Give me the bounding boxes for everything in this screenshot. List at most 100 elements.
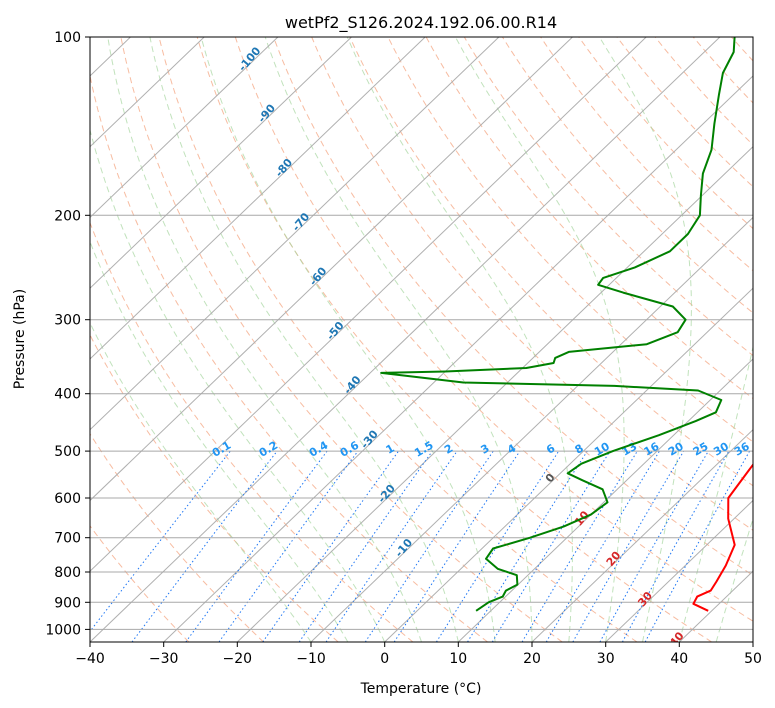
mixing-ratio-line bbox=[131, 450, 278, 642]
dry-adiabat bbox=[616, 37, 753, 188]
moist-adiabat bbox=[107, 37, 422, 642]
x-tick-label: 0 bbox=[380, 651, 389, 667]
isotherm bbox=[90, 37, 721, 642]
dry-adiabat bbox=[349, 37, 753, 487]
isotherm bbox=[752, 641, 753, 642]
isotherm-label: -30 bbox=[358, 427, 381, 451]
isotherm bbox=[90, 37, 352, 289]
isotherm bbox=[310, 216, 753, 642]
isotherm-label: -100 bbox=[236, 44, 264, 74]
x-tick-label: −40 bbox=[75, 651, 105, 667]
plot-frame bbox=[89, 36, 754, 643]
isotherm-label: 0 bbox=[543, 471, 558, 485]
y-tick-label: 300 bbox=[54, 313, 81, 329]
mixing-ratio-line bbox=[467, 450, 588, 642]
dry-adiabat bbox=[90, 432, 264, 642]
moist-adiabat bbox=[346, 37, 573, 642]
mixing-ratio-label: 2 bbox=[442, 442, 455, 457]
mixing-ratio-line bbox=[491, 450, 611, 642]
dry-adiabat bbox=[90, 221, 414, 642]
dewpoint-line bbox=[380, 37, 736, 612]
isotherm-label: -20 bbox=[375, 482, 398, 506]
mixing-ratio-line bbox=[262, 450, 399, 642]
isotherm-label: -70 bbox=[290, 210, 313, 234]
mixing-ratio-line bbox=[325, 450, 458, 642]
isotherm bbox=[90, 37, 647, 572]
dry-adiabat bbox=[463, 37, 753, 357]
dry-adiabat bbox=[90, 333, 339, 642]
y-tick-label: 900 bbox=[54, 595, 81, 611]
moist-adiabat bbox=[90, 240, 349, 642]
mixing-ratio-label: 0.1 bbox=[210, 439, 233, 460]
dry-adiabat bbox=[578, 37, 753, 230]
moist-adiabat bbox=[454, 37, 625, 642]
dry-adiabat bbox=[234, 37, 753, 622]
moist-adiabat bbox=[90, 321, 312, 642]
isotherm bbox=[457, 358, 753, 642]
profile-series bbox=[380, 37, 753, 612]
chart-title: wetPf2_S126.2024.192.06.00.R14 bbox=[285, 13, 557, 33]
dry-adiabat bbox=[501, 37, 753, 314]
dry-adiabat bbox=[770, 37, 775, 642]
background-lines bbox=[0, 37, 775, 642]
dry-adiabat bbox=[196, 37, 712, 642]
y-tick-label: 1000 bbox=[45, 622, 81, 638]
moist-adiabat bbox=[200, 37, 496, 642]
dry-adiabat bbox=[90, 73, 488, 642]
dry-adiabat bbox=[654, 37, 753, 146]
mixing-ratio-line bbox=[572, 450, 685, 642]
dry-adiabat bbox=[311, 37, 753, 531]
mixing-ratio-line bbox=[218, 450, 359, 642]
dry-adiabat bbox=[540, 37, 753, 272]
isotherm-label: 20 bbox=[604, 549, 624, 569]
x-tick-label: −20 bbox=[223, 651, 253, 667]
y-tick-label: 500 bbox=[54, 444, 81, 460]
mixing-ratio-label: 8 bbox=[573, 442, 586, 457]
mixing-ratio-label: 4 bbox=[505, 441, 518, 456]
mixing-ratio-line bbox=[90, 450, 231, 633]
moist-adiabat bbox=[598, 37, 692, 642]
x-axis-ticks: −40 −30 −20 −10 0 10 20 30 40 50 bbox=[75, 642, 762, 667]
isotherm-label: -80 bbox=[273, 156, 296, 180]
x-tick-label: 40 bbox=[670, 651, 688, 667]
isotherm-label: -50 bbox=[324, 319, 347, 343]
mixing-ratio-line bbox=[364, 450, 494, 642]
y-tick-label: 100 bbox=[54, 30, 81, 46]
moist-adiabat bbox=[90, 128, 386, 642]
mixing-ratio-label: 20 bbox=[666, 440, 686, 459]
x-tick-label: 20 bbox=[523, 651, 541, 667]
dry-adiabat bbox=[120, 37, 563, 642]
x-tick-label: −10 bbox=[296, 651, 326, 667]
isotherm-label: -90 bbox=[255, 101, 278, 125]
mixing-ratio-label: 3 bbox=[478, 442, 491, 457]
y-tick-label: 200 bbox=[54, 208, 81, 224]
moist-adiabat bbox=[149, 37, 459, 642]
x-axis-label: Temperature (°C) bbox=[360, 681, 482, 697]
y-tick-label: 600 bbox=[54, 491, 81, 507]
y-axis-ticks: 100 200 300 400 500 600 700 800 900 1000 bbox=[45, 30, 90, 638]
isotherm bbox=[90, 37, 573, 502]
y-tick-label: 800 bbox=[54, 565, 81, 581]
isotherm-label: 40 bbox=[667, 629, 687, 649]
isotherm bbox=[163, 75, 753, 642]
mixing-ratio-label: 1.5 bbox=[412, 439, 435, 460]
dry-adiabat bbox=[90, 525, 190, 642]
isotherm bbox=[236, 145, 753, 642]
isotherm bbox=[0, 37, 57, 642]
moist-adiabat bbox=[264, 37, 533, 642]
x-tick-label: 10 bbox=[449, 651, 467, 667]
mixing-ratio-label: 36 bbox=[732, 440, 752, 459]
mixing-ratio-label: 0.4 bbox=[307, 438, 331, 459]
isotherm bbox=[384, 287, 753, 642]
isotherm-label: -60 bbox=[307, 264, 330, 288]
isotherm bbox=[90, 37, 205, 148]
y-axis-label: Pressure (hPa) bbox=[12, 289, 28, 389]
mixing-ratio-label: 30 bbox=[711, 440, 731, 459]
mixing-ratio-line bbox=[644, 450, 751, 642]
temperature-line bbox=[692, 463, 753, 612]
pressure-gridlines bbox=[90, 37, 753, 630]
y-tick-label: 400 bbox=[54, 387, 81, 403]
isotherm bbox=[90, 37, 500, 431]
x-tick-label: 30 bbox=[597, 651, 615, 667]
